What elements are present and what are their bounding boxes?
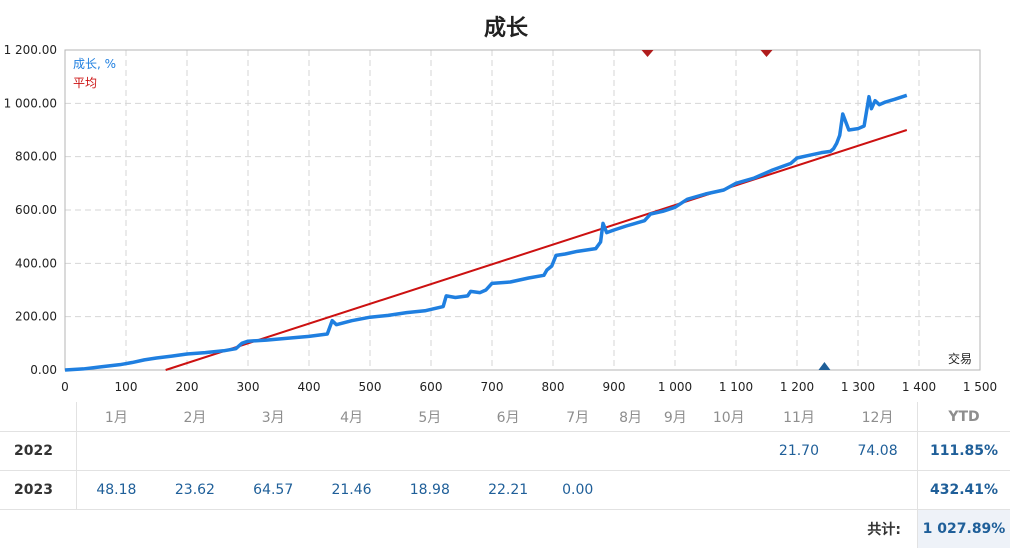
month-value-cell [390, 431, 469, 471]
table-row: 2022 21.70 74.08 111.85% [0, 431, 1010, 471]
month-value-cell [234, 431, 313, 471]
x-tick-label: 1 000 [658, 380, 692, 394]
month-value-cell [838, 470, 918, 510]
month-value-cell [608, 431, 653, 471]
ytd-value-cell: 432.41% [917, 470, 1010, 510]
monthly-returns-table: 1月 2月 3月 4月 5月 6月 7月 8月 9月 10月 11月 12月 YTD 2022 21.70… [0, 402, 1010, 548]
year-cell: 2022 [0, 431, 77, 471]
growth-chart: 成长 0.00 200.00 400.00 600.00 800.00 1 000.00 1… [4, 16, 998, 394]
month-value-cell: 0.00 [547, 470, 609, 510]
x-tick-label: 1 400 [902, 380, 936, 394]
x-tick-label: 400 [298, 380, 321, 394]
y-tick-label: 1 200.00 [4, 43, 57, 57]
top-red-marker [760, 50, 773, 57]
x-tick-label: 1 500 [963, 380, 997, 394]
month-value-cell [697, 431, 760, 471]
month-header: 5月 [390, 402, 469, 432]
month-value-cell: 48.18 [76, 470, 156, 510]
x-tick-label: 600 [420, 380, 443, 394]
y-tick-label: 800.00 [15, 150, 57, 164]
month-value-cell: 23.62 [155, 470, 235, 510]
month-header: 9月 [652, 402, 698, 432]
chart-title: 成长 [484, 16, 529, 41]
month-value-cell [468, 431, 548, 471]
x-tick-label: 800 [542, 380, 565, 394]
growth-line [64, 93, 908, 372]
ytd-value-cell: 111.85% [917, 431, 1010, 471]
month-value-cell [652, 470, 698, 510]
y-tick-label: 1 000.00 [4, 96, 57, 110]
month-header: 4月 [312, 402, 391, 432]
month-value-cell [76, 431, 156, 471]
y-tick-label: 200.00 [15, 310, 57, 324]
month-value-cell [759, 470, 839, 510]
month-header: 7月 [547, 402, 609, 432]
table-header-row: 1月 2月 3月 4月 5月 6月 7月 8月 9月 10月 11月 12月 YTD [0, 402, 1010, 432]
month-value-cell [652, 431, 698, 471]
x-tick-label: 0 [61, 380, 69, 394]
total-value: 1 027.89% [917, 509, 1010, 548]
chart-series [64, 93, 908, 372]
chart-markers [641, 50, 831, 370]
total-row: 共计: 1 027.89% [0, 509, 1010, 548]
year-cell: 2023 [0, 470, 77, 510]
month-header: 10月 [697, 402, 760, 432]
x-tick-label: 1 300 [841, 380, 875, 394]
month-value-cell: 21.46 [312, 470, 391, 510]
y-tick-label: 400.00 [15, 256, 57, 270]
x-axis-label: 交易 [948, 351, 972, 366]
x-axis-ticks: 0 100 200 300 400 500 600 700 800 900 1 000 1 100 1 … [61, 380, 997, 394]
plot-frame [64, 49, 981, 371]
month-value-cell [312, 431, 391, 471]
average-line [165, 129, 908, 371]
total-label: 共计: [867, 522, 901, 538]
x-tick-label: 500 [359, 380, 382, 394]
month-header: 11月 [759, 402, 839, 432]
month-value-cell: 74.08 [838, 431, 918, 471]
y-tick-label: 600.00 [15, 203, 57, 217]
month-header: 2月 [155, 402, 235, 432]
chart-grid [65, 50, 980, 370]
month-value-cell [547, 431, 609, 471]
top-red-marker [641, 50, 654, 57]
x-tick-label: 100 [115, 380, 138, 394]
month-value-cell: 21.70 [759, 431, 839, 471]
month-header: 1月 [76, 402, 156, 432]
month-value-cell [608, 470, 653, 510]
month-value-cell: 18.98 [390, 470, 469, 510]
x-tick-label: 1 200 [780, 380, 814, 394]
header-year-cell [0, 402, 77, 432]
month-header: 3月 [234, 402, 313, 432]
x-tick-label: 200 [176, 380, 199, 394]
ytd-header: YTD [917, 402, 1010, 432]
y-axis-ticks: 0.00 200.00 400.00 600.00 800.00 1 000.00 1 20… [4, 43, 57, 377]
month-value-cell: 22.21 [468, 470, 548, 510]
y-tick-label: 0.00 [30, 363, 57, 377]
table-row: 2023 48.18 23.62 64.57 21.46 18.98 22.21 0.00 43… [0, 470, 1010, 510]
legend-growth-label: 成长, % [73, 57, 116, 71]
month-header: 6月 [468, 402, 548, 432]
x-tick-label: 900 [603, 380, 626, 394]
month-header: 8月 [608, 402, 653, 432]
legend-average-label: 平均 [73, 76, 97, 90]
x-tick-label: 700 [481, 380, 504, 394]
x-tick-label: 300 [237, 380, 260, 394]
month-value-cell [155, 431, 235, 471]
month-value-cell: 64.57 [234, 470, 313, 510]
bottom-blue-marker [818, 362, 831, 370]
month-header: 12月 [838, 402, 918, 432]
x-tick-label: 1 100 [719, 380, 753, 394]
month-value-cell [697, 470, 760, 510]
